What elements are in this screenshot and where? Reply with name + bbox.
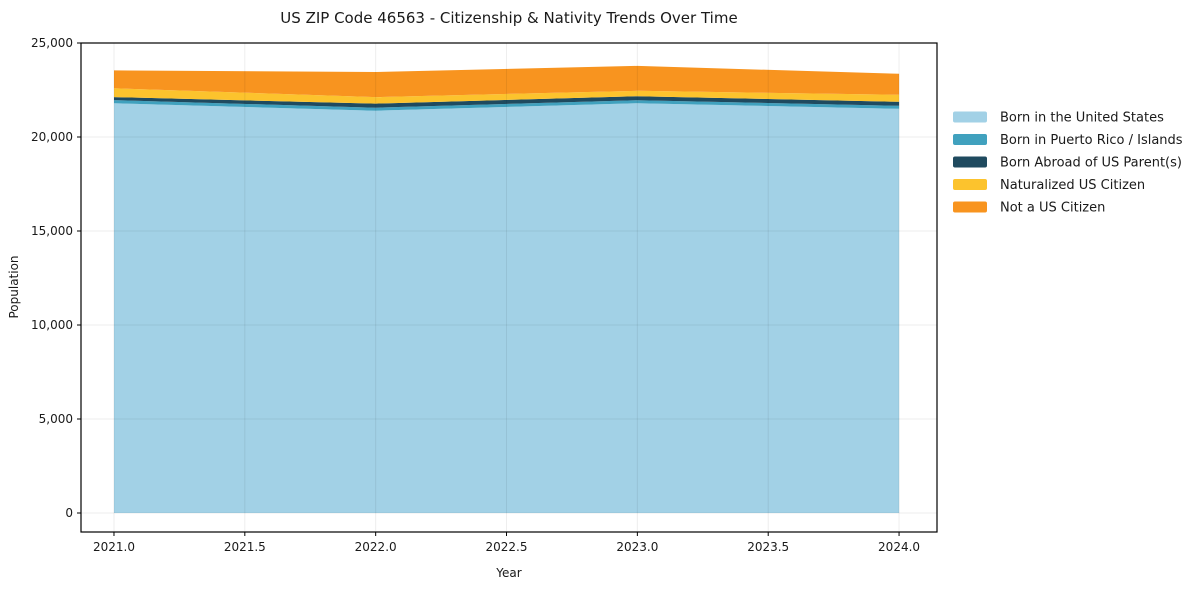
y-tick-label: 10,000 — [31, 318, 73, 332]
x-tick-label: 2022.0 — [355, 540, 397, 554]
legend-swatch — [953, 134, 987, 145]
legend-label: Born in Puerto Rico / Islands — [1000, 133, 1183, 148]
spines-group — [80, 42, 938, 533]
x-tick-label: 2021.0 — [93, 540, 135, 554]
area-series-1 — [114, 100, 900, 111]
area-series-4 — [114, 65, 900, 98]
plot-border — [80, 42, 938, 533]
x-tick-label: 2021.5 — [224, 540, 266, 554]
legend-swatch — [953, 156, 987, 168]
y-tick-label: 25,000 — [31, 36, 73, 50]
area-series-2 — [114, 96, 900, 108]
x-ticks-group: 2021.0 2021.5 2022.0 2022.5 2023.0 2023.5 2024… — [93, 532, 920, 554]
y-axis-label: Population — [7, 255, 21, 318]
y-tick-label: 5,000 — [39, 412, 73, 426]
x-axis-label: Year — [495, 566, 521, 580]
areas-group — [114, 65, 900, 513]
legend-item: Not a US Citizen — [953, 201, 1105, 216]
y-tick-label: 0 — [65, 506, 73, 520]
x-tick-label: 2023.0 — [616, 540, 658, 554]
legend-swatch — [953, 201, 987, 213]
legend-swatch — [953, 179, 987, 190]
legend: Born in the United States Born in Puerto … — [953, 111, 1183, 216]
legend-swatch — [953, 111, 987, 123]
legend-label: Born in the United States — [1000, 111, 1164, 126]
legend-label: Born Abroad of US Parent(s) — [1000, 156, 1182, 171]
legend-item: Born in Puerto Rico / Islands — [953, 133, 1183, 148]
x-tick-label: 2024.0 — [878, 540, 920, 554]
area-series-3 — [114, 88, 900, 104]
legend-label: Naturalized US Citizen — [1000, 178, 1145, 193]
grid-group — [81, 42, 937, 532]
x-tick-label: 2023.5 — [747, 540, 789, 554]
y-tick-label: 15,000 — [31, 224, 73, 238]
legend-item: Born in the United States — [953, 111, 1164, 126]
y-tick-label: 20,000 — [31, 130, 73, 144]
chart-title: US ZIP Code 46563 - Citizenship & Nativi… — [280, 9, 737, 27]
legend-item: Born Abroad of US Parent(s) — [953, 156, 1182, 171]
area-series-0 — [114, 103, 900, 513]
legend-label: Not a US Citizen — [1000, 201, 1105, 216]
x-tick-label: 2022.5 — [486, 540, 528, 554]
legend-item: Naturalized US Citizen — [953, 178, 1145, 193]
y-ticks-group: 0 5,000 10,000 15,000 20,000 25,000 — [31, 36, 81, 520]
